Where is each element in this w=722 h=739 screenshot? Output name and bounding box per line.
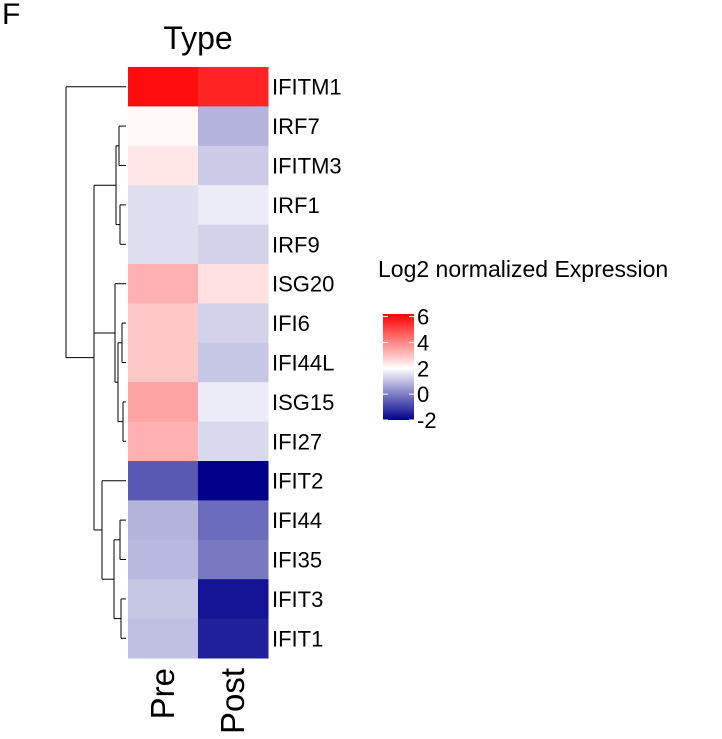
row-label: IRF9 [272, 232, 320, 257]
heatmap-cell [198, 579, 269, 620]
row-label: IFITM1 [272, 75, 342, 100]
heatmap-cell [128, 579, 199, 620]
heatmap-cell [128, 303, 199, 344]
heatmap-cell [198, 500, 269, 541]
heatmap-cell [128, 539, 199, 580]
heatmap-cell [198, 382, 269, 423]
row-label: ISG20 [272, 272, 334, 297]
heatmap-cell [198, 303, 269, 344]
column-label: Pre [144, 668, 181, 719]
heatmap-title: Type [163, 20, 233, 56]
heatmap-cell [128, 500, 199, 541]
heatmap-cell [128, 106, 199, 147]
row-label: ISG15 [272, 390, 334, 415]
row-label: IFIT1 [272, 626, 323, 651]
heatmap-cell [198, 618, 269, 659]
heatmap-cell [198, 106, 269, 147]
row-label: IFI27 [272, 429, 322, 454]
heatmap-cell [128, 382, 199, 423]
heatmap-cell [128, 224, 199, 265]
heatmap-cell [198, 264, 269, 304]
heatmap-cell [198, 421, 269, 462]
row-label: IFIT2 [272, 469, 323, 494]
row-label: IFIT3 [272, 587, 323, 612]
heatmap-cell [198, 224, 269, 265]
row-label: IFI35 [272, 548, 322, 573]
heatmap-cell [128, 342, 199, 383]
heatmap-cell [198, 342, 269, 383]
legend-tick-label: -2 [417, 408, 437, 433]
panel-letter: F [2, 0, 21, 31]
row-label: IFI6 [272, 311, 310, 336]
legend-tick-label: 6 [417, 305, 429, 330]
heatmap-cell [128, 67, 199, 107]
legend-colorbar [383, 314, 414, 420]
row-label: IRF7 [272, 114, 320, 139]
heatmap-cell [128, 618, 199, 659]
heatmap-cell [128, 264, 199, 304]
heatmap-cell [198, 67, 269, 107]
legend-tick-label: 2 [417, 356, 429, 381]
heatmap-cell [198, 145, 269, 186]
heatmap-cell [198, 461, 269, 501]
legend-tick-label: 0 [417, 382, 429, 407]
row-label: IFITM3 [272, 154, 342, 179]
legend-title: Log2 normalized Expression [378, 256, 669, 282]
legend-tick-label: 4 [417, 330, 429, 355]
heatmap-cell [128, 185, 199, 226]
heatmap-cell [198, 539, 269, 580]
row-label: IFI44L [272, 351, 334, 376]
heatmap-cell [128, 461, 199, 501]
heatmap-cell [198, 185, 269, 226]
row-label: IFI44 [272, 508, 322, 533]
row-label: IRF1 [272, 193, 320, 218]
heatmap-cell [128, 145, 199, 186]
heatmap-cell [128, 421, 199, 462]
column-label: Post [214, 668, 251, 734]
